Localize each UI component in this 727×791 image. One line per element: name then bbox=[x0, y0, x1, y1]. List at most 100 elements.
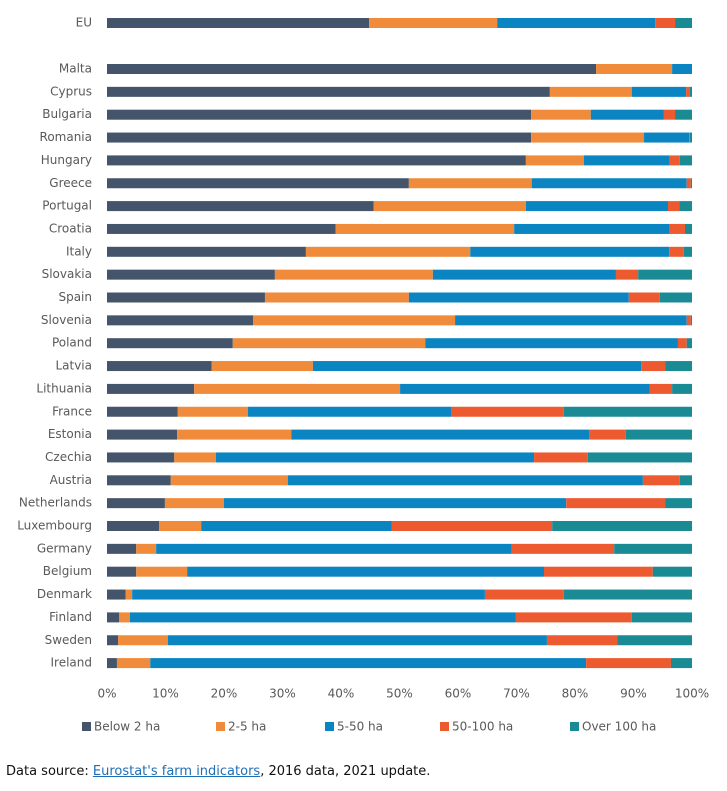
bar-segment bbox=[107, 155, 526, 166]
bar-segment bbox=[552, 521, 692, 531]
bar-segment bbox=[675, 18, 692, 28]
x-tick-label: 10% bbox=[152, 687, 179, 701]
bar-segment bbox=[170, 475, 288, 486]
bar-segment bbox=[107, 635, 119, 646]
legend-label: Over 100 ha bbox=[582, 720, 656, 734]
y-tick-label: Finland bbox=[49, 610, 92, 624]
bar-segment bbox=[470, 246, 670, 257]
bar-segment bbox=[450, 406, 564, 417]
bar-segment bbox=[583, 155, 670, 166]
bar-segment bbox=[586, 658, 671, 669]
bar-segment bbox=[107, 132, 532, 143]
legend-label: 2-5 ha bbox=[228, 720, 266, 734]
bar-segment bbox=[232, 338, 426, 349]
bar-segment bbox=[531, 178, 687, 189]
bar-segment bbox=[125, 589, 133, 600]
bar-segment bbox=[690, 315, 692, 326]
bar-segment bbox=[525, 201, 669, 212]
y-tick-label: Romania bbox=[40, 130, 92, 144]
bar-segment bbox=[669, 246, 684, 257]
bar-segment bbox=[617, 635, 692, 646]
bar-segment bbox=[201, 521, 392, 531]
bar-segment bbox=[107, 452, 175, 463]
bar-segment bbox=[497, 18, 656, 28]
y-tick-label: Luxembourg bbox=[17, 519, 92, 533]
y-tick-label: Lithuania bbox=[36, 381, 92, 395]
bar-segment bbox=[683, 246, 692, 257]
bar-segment bbox=[400, 383, 650, 394]
bar-segment bbox=[669, 155, 680, 166]
bar-segment bbox=[107, 18, 370, 28]
bar-segment bbox=[118, 635, 168, 646]
bar-segment bbox=[408, 292, 629, 303]
x-tick-label: 100% bbox=[675, 687, 709, 701]
bar-segment bbox=[655, 18, 676, 28]
bar-segment bbox=[107, 269, 275, 280]
y-tick-label: Estonia bbox=[48, 427, 92, 441]
bar-segment bbox=[167, 635, 547, 646]
bar-segment bbox=[174, 452, 216, 463]
bar-segment bbox=[107, 338, 233, 349]
bar-segment bbox=[107, 201, 374, 212]
bar-segment bbox=[515, 612, 632, 623]
bar-segment bbox=[644, 132, 690, 143]
bar-segment bbox=[642, 475, 680, 486]
legend-label: 5-50 ha bbox=[337, 720, 383, 734]
bar-segment bbox=[525, 155, 584, 166]
bar-segment bbox=[164, 498, 224, 509]
x-tick-label: 90% bbox=[620, 687, 647, 701]
bar-segment bbox=[264, 292, 409, 303]
bar-segment bbox=[107, 589, 126, 600]
bar-segment bbox=[187, 566, 544, 577]
bar-segment bbox=[668, 201, 680, 212]
bar-segment bbox=[514, 223, 670, 234]
bar-segment bbox=[686, 338, 692, 349]
legend-swatch bbox=[216, 722, 225, 731]
bar-segment bbox=[291, 429, 590, 440]
bar-segment bbox=[628, 292, 660, 303]
bar-segment bbox=[638, 269, 692, 280]
bar-segment bbox=[136, 566, 188, 577]
y-tick-label: Slovakia bbox=[42, 267, 92, 281]
bar-segment bbox=[425, 338, 678, 349]
legend-label: Below 2 ha bbox=[94, 720, 160, 734]
bar-segment bbox=[107, 64, 597, 74]
bar-segment bbox=[587, 452, 692, 463]
source-link[interactable]: Eurostat's farm indicators bbox=[92, 764, 261, 779]
bar-segment bbox=[335, 223, 515, 234]
y-tick-label: Croatia bbox=[49, 221, 92, 235]
bar-segment bbox=[563, 406, 692, 417]
bar-segment bbox=[369, 18, 498, 28]
bar-segment bbox=[159, 521, 202, 531]
bar-segment bbox=[484, 589, 564, 600]
bar-segment bbox=[107, 521, 160, 531]
bar-segment bbox=[652, 566, 692, 577]
x-tick-label: 80% bbox=[562, 687, 589, 701]
y-tick-label: Portugal bbox=[42, 199, 92, 213]
source-note: Data source: Eurostat's farm indicators,… bbox=[6, 764, 430, 779]
bar-segment bbox=[589, 429, 626, 440]
bar-segment bbox=[649, 383, 673, 394]
bar-segment bbox=[663, 109, 676, 120]
bar-segment bbox=[566, 498, 666, 509]
bar-segment bbox=[615, 269, 639, 280]
bar-segment bbox=[670, 658, 692, 669]
bar-segment bbox=[659, 292, 692, 303]
y-tick-label: Spain bbox=[58, 290, 92, 304]
y-tick-label: Malta bbox=[59, 62, 92, 76]
bar-segment bbox=[686, 178, 691, 189]
x-tick-label: 70% bbox=[503, 687, 530, 701]
y-tick-label: Sweden bbox=[45, 633, 92, 647]
y-tick-label: Latvia bbox=[55, 359, 92, 373]
y-tick-label: Slovenia bbox=[41, 313, 92, 327]
bar-segment bbox=[511, 543, 615, 554]
bar-segment bbox=[675, 109, 692, 120]
bar-segment bbox=[679, 155, 692, 166]
bar-segment bbox=[684, 223, 692, 234]
bar-segment bbox=[677, 338, 687, 349]
legend-swatch bbox=[325, 722, 334, 731]
y-tick-label: Belgium bbox=[43, 564, 92, 578]
x-tick-label: 40% bbox=[328, 687, 355, 701]
bar-segment bbox=[136, 543, 157, 554]
